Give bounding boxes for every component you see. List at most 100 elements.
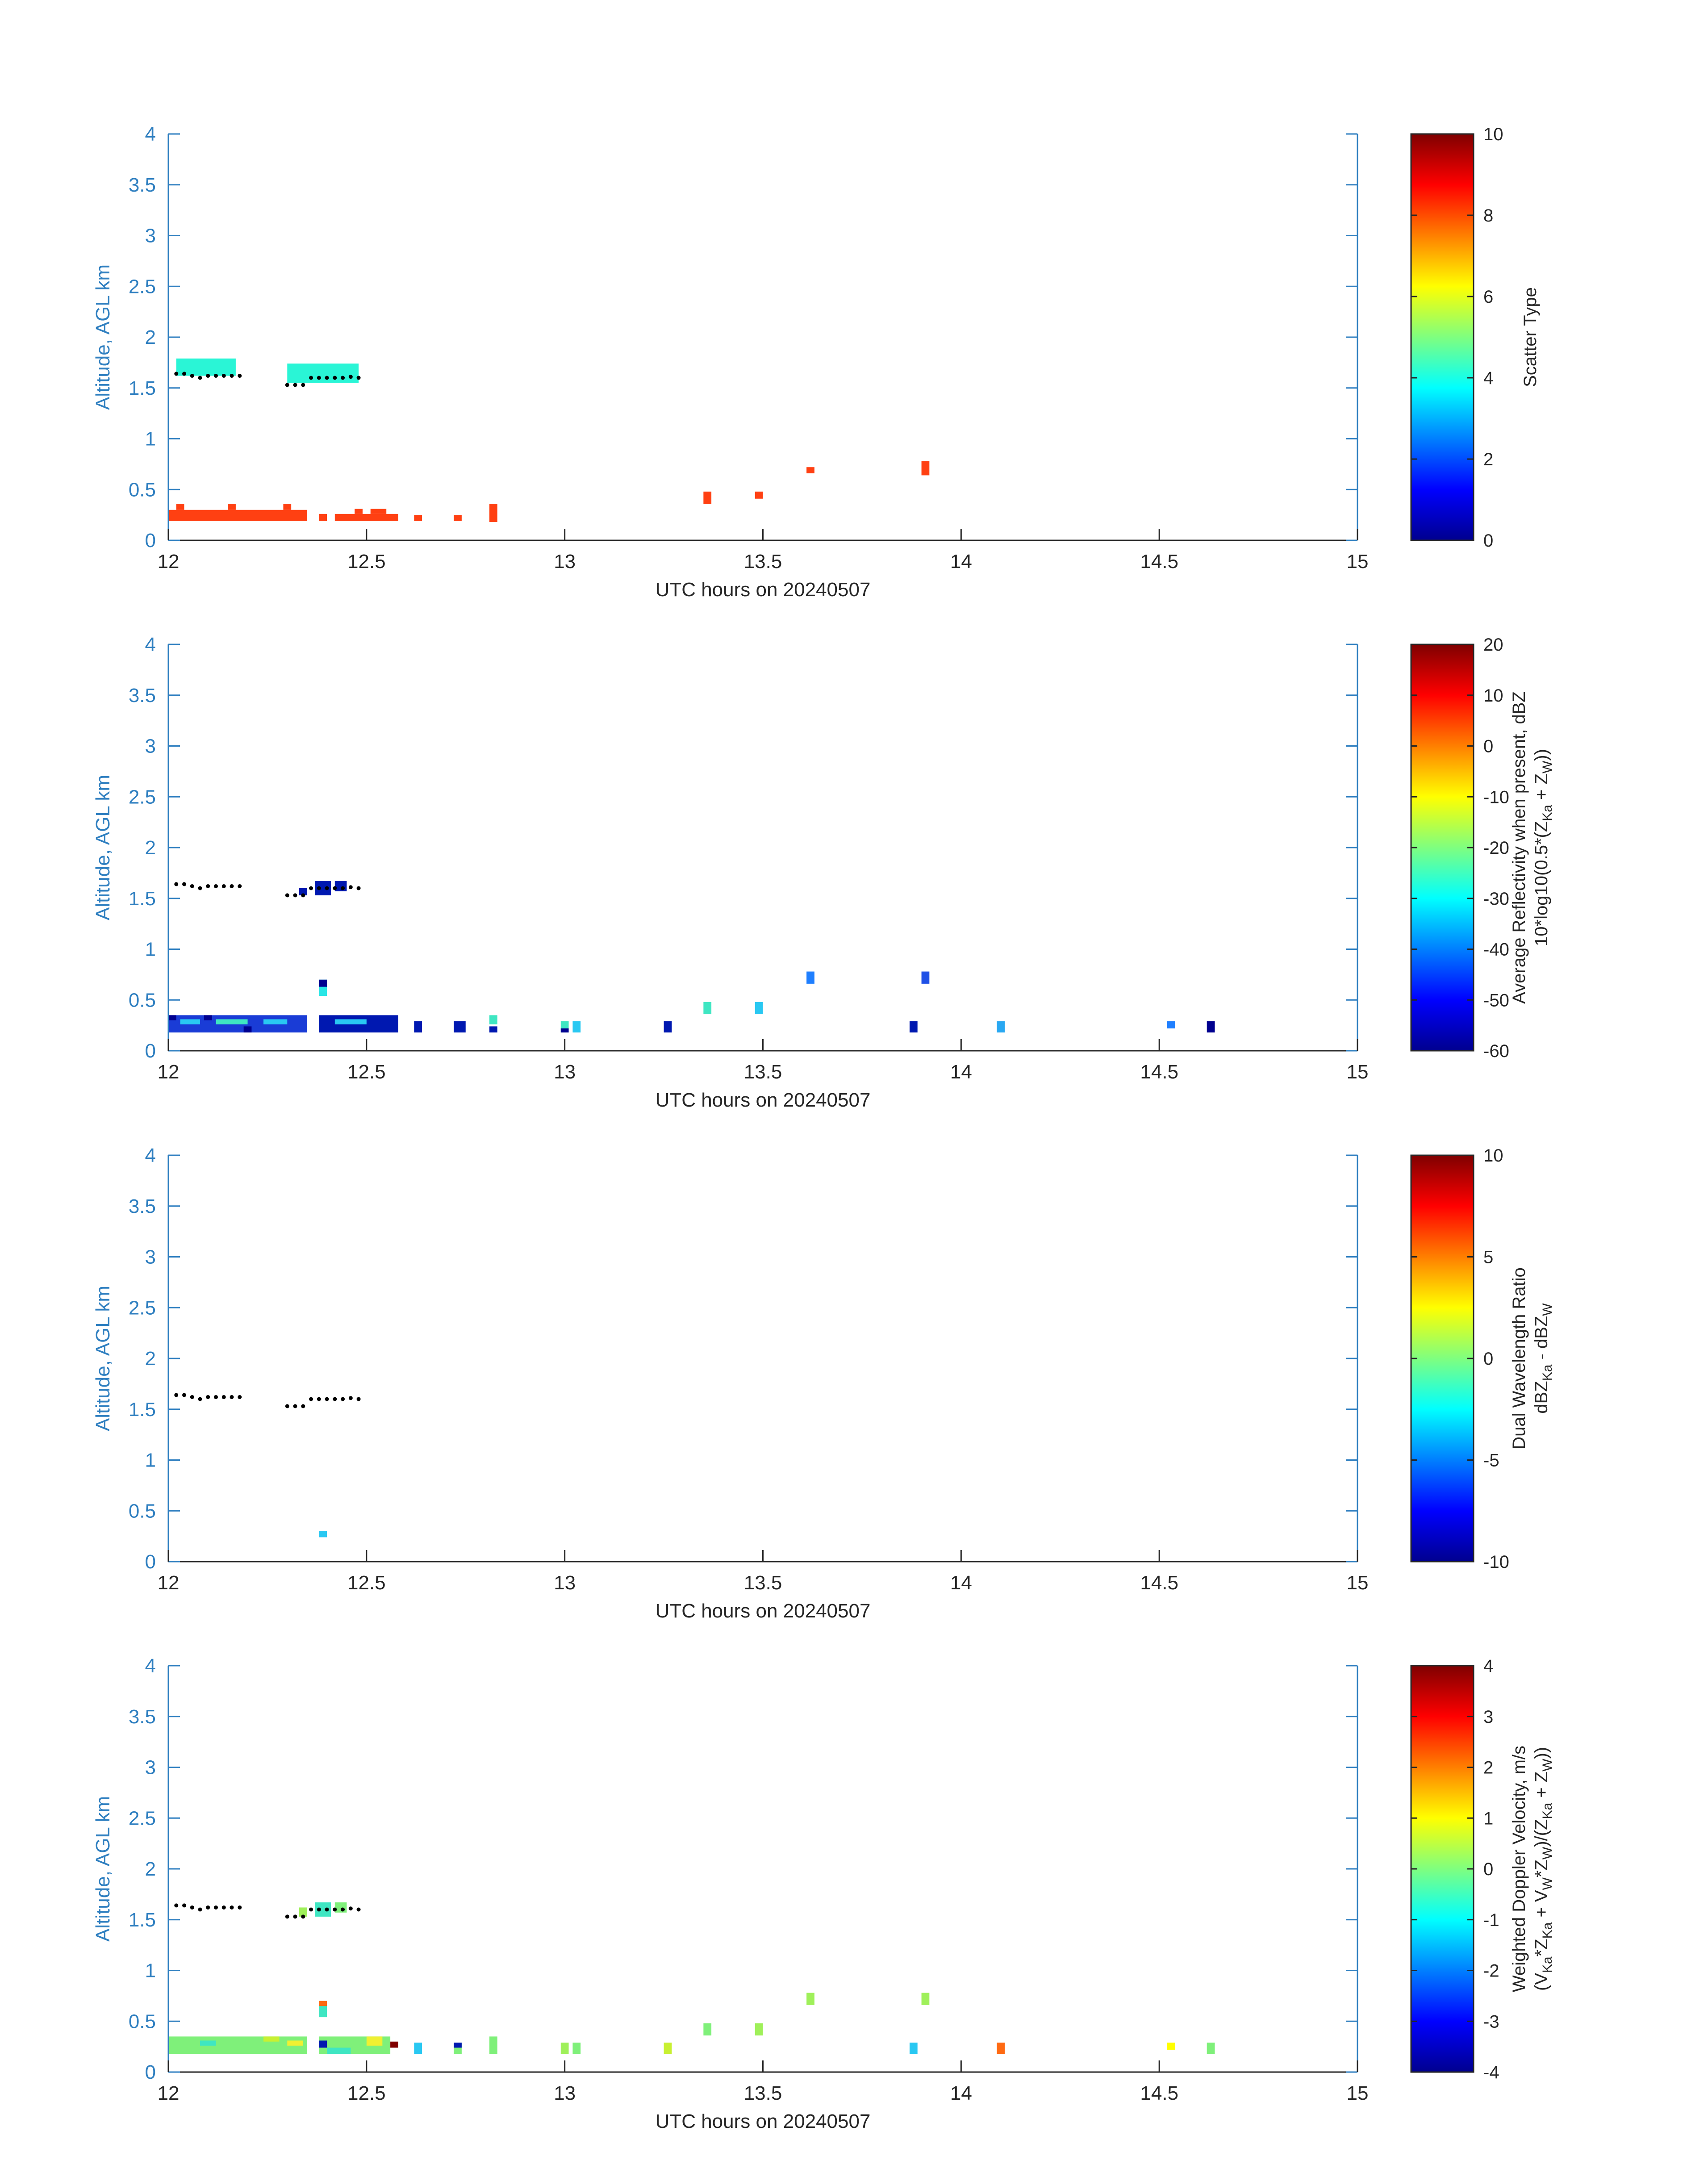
formula-part: dBZ xyxy=(1532,1381,1551,1413)
cloud-base-dot xyxy=(190,373,194,378)
cloud-base-dot xyxy=(206,373,210,378)
x-tick-label: 12 xyxy=(158,2082,180,2104)
colorbar-tick-label: 10 xyxy=(1483,686,1503,706)
cloud-base-dot xyxy=(356,886,361,890)
cloud-base-dot xyxy=(206,884,210,888)
y-axis-label: Altitude, AGL km xyxy=(92,1796,114,1942)
y-tick-label: 0.5 xyxy=(129,1500,156,1522)
x-tick-label: 12.5 xyxy=(347,1061,386,1083)
colorbar-formula-text: 10*log10(0.5*(ZKa + ZW)) xyxy=(1532,749,1555,946)
x-tick-label: 14 xyxy=(950,551,972,572)
subscript: W xyxy=(1540,1877,1555,1890)
data-cell xyxy=(299,888,307,895)
subscript: Ka xyxy=(1540,1922,1555,1939)
cloud-base-dot xyxy=(190,1905,194,1910)
x-tick-label: 15 xyxy=(1347,2082,1369,2104)
data-cell xyxy=(572,2043,581,2054)
y-tick-label: 4 xyxy=(145,1655,156,1677)
data-cell xyxy=(168,510,307,521)
cloud-base-dot xyxy=(317,1397,321,1401)
x-axis-label: UTC hours on 20240507 xyxy=(656,1089,871,1111)
formula-part: *Z xyxy=(1532,1859,1551,1877)
data-cell xyxy=(1167,2043,1175,2050)
cloud-base-dot xyxy=(317,1907,321,1912)
cloud-base-dot xyxy=(341,1397,345,1401)
cloud-base-dot xyxy=(293,893,297,898)
data-cell xyxy=(454,2043,462,2048)
y-tick-label: 1 xyxy=(145,939,156,961)
x-tick-label: 13.5 xyxy=(744,1572,782,1594)
colorbar-formula-text: (VKa*ZKa + VW*ZW)/(ZKa + ZW)) xyxy=(1532,1747,1555,1991)
formula-part: (V xyxy=(1532,1973,1551,1991)
cloud-base-dot xyxy=(214,1905,218,1910)
subscript: W xyxy=(1540,760,1555,773)
cloud-base-dot xyxy=(309,376,313,380)
subscript: W xyxy=(1540,1847,1555,1859)
cloud-base-dot xyxy=(309,886,313,890)
cloud-base-dot xyxy=(190,884,194,888)
subscript: W xyxy=(1540,1759,1555,1772)
panel-scatter_type: 0 0.5 1 1.5 2 2.5 3 3.5 4 12 12.5 13 13.5 14 14.5 15 UTC… xyxy=(92,123,1540,601)
y-tick-label: 1 xyxy=(145,428,156,450)
cloud-base-dot xyxy=(325,376,329,380)
y-tick-label: 3 xyxy=(145,735,156,757)
cloud-base-dot xyxy=(230,884,234,888)
cloud-base-dot xyxy=(174,1903,179,1908)
colorbar-tick-label: 8 xyxy=(1483,206,1493,226)
colorbar-formula-text: dBZKa - dBZW xyxy=(1532,1303,1555,1414)
subscript: Ka xyxy=(1540,805,1555,821)
data-cell xyxy=(319,2001,327,2006)
colorbar-tick-label: -5 xyxy=(1483,1451,1499,1471)
x-tick-label: 14 xyxy=(950,1572,972,1594)
data-cell xyxy=(997,2043,1005,2054)
y-tick-label: 2.5 xyxy=(129,276,156,297)
panel-reflectivity: 0 0.5 1 1.5 2 2.5 3 3.5 4 12 12.5 13 13.5 14 14.5 15 UTC… xyxy=(92,634,1555,1111)
cloud-base-dot xyxy=(238,884,242,888)
cloud-base-dot xyxy=(309,1907,313,1912)
x-tick-label: 12 xyxy=(158,551,180,572)
data-cell xyxy=(414,1021,422,1033)
data-cell xyxy=(703,1002,712,1015)
data-cell xyxy=(1207,2043,1215,2054)
data-cell xyxy=(216,1019,248,1024)
colorbar-label-text: Scatter Type xyxy=(1520,287,1540,387)
colorbar-tick-label: -60 xyxy=(1483,1041,1509,1061)
data-cell xyxy=(176,358,236,376)
y-tick-label: 2.5 xyxy=(129,1807,156,1829)
cloud-base-dot xyxy=(333,376,337,380)
y-tick-label: 3 xyxy=(145,1757,156,1779)
cloud-base-dot xyxy=(285,383,289,387)
colorbar-label: Scatter Type xyxy=(1520,287,1540,387)
y-tick-label: 1.5 xyxy=(129,377,156,399)
x-tick-label: 14.5 xyxy=(1140,1572,1178,1594)
data-cell xyxy=(1207,1021,1215,1033)
data-cell xyxy=(334,1902,347,1913)
x-tick-label: 15 xyxy=(1347,1572,1369,1594)
x-tick-label: 12.5 xyxy=(347,1572,386,1594)
y-tick-label: 1 xyxy=(145,1450,156,1471)
y-tick-label: 2 xyxy=(145,326,156,348)
cloud-base-dot xyxy=(325,886,329,890)
cloud-base-dot xyxy=(198,1397,202,1401)
y-tick-label: 0.5 xyxy=(129,989,156,1011)
data-cell xyxy=(703,2023,712,2036)
data-cell xyxy=(228,504,236,510)
data-cell xyxy=(283,504,292,510)
y-tick-label: 1.5 xyxy=(129,888,156,910)
data-cell xyxy=(997,1021,1005,1033)
y-axis-label: Altitude, AGL km xyxy=(92,264,114,410)
cloud-base-dot xyxy=(325,1907,329,1912)
data-cell xyxy=(168,1015,176,1020)
formula-part: - dBZ xyxy=(1532,1316,1551,1365)
cloud-base-dot xyxy=(333,1397,337,1401)
formula-part: *Z xyxy=(1532,1939,1551,1956)
x-tick-label: 13 xyxy=(554,1061,576,1083)
formula-part: + Z xyxy=(1532,773,1551,805)
data-cell xyxy=(572,1021,581,1033)
x-axis-label: UTC hours on 20240507 xyxy=(656,1600,871,1622)
data-cell xyxy=(489,1026,497,1033)
data-cell xyxy=(287,2040,303,2046)
y-tick-label: 1 xyxy=(145,1960,156,1982)
colorbar-tick-label: -10 xyxy=(1483,1552,1509,1572)
x-tick-label: 13 xyxy=(554,1572,576,1594)
